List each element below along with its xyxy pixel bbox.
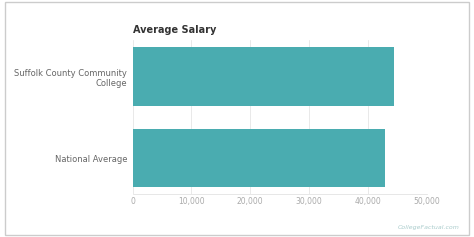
Text: CollegeFactual.com: CollegeFactual.com [398, 225, 460, 230]
Bar [133, 47, 394, 106]
Bar [133, 129, 385, 187]
Text: Average Salary: Average Salary [133, 25, 216, 35]
